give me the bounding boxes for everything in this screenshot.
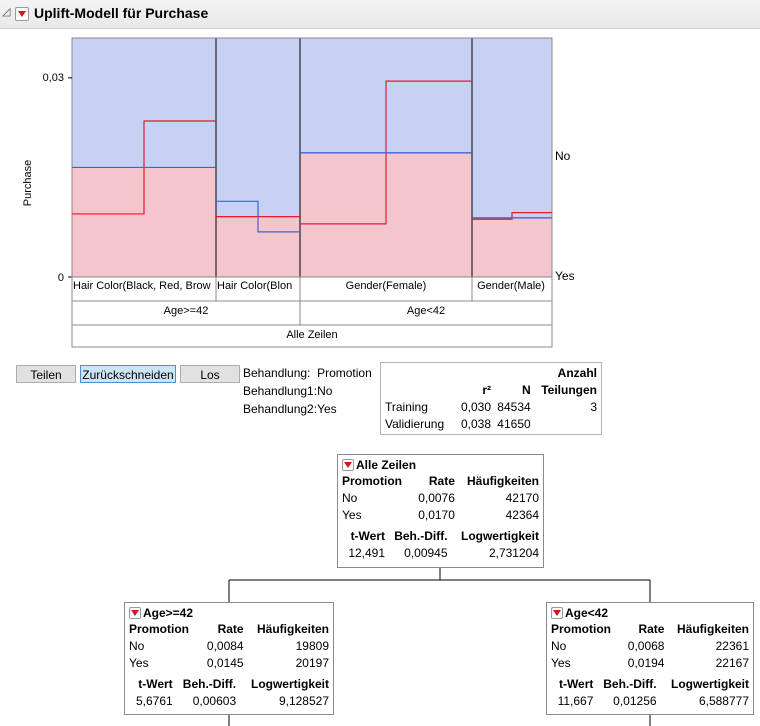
table-row: Training 0,030 84534 3 — [385, 400, 597, 414]
leaf-label: Hair Color(Black, Red, Brow — [73, 280, 211, 292]
report-menu-icon[interactable] — [15, 7, 29, 24]
node-stat-table: t-Wert Beh.-Diff. Logwertigkeit 11,667 0,01… — [551, 676, 749, 710]
table-row: No 0,0084 19809 — [129, 639, 329, 653]
bar-segment-no — [216, 38, 300, 217]
node-title: Age<42 — [565, 606, 609, 620]
y-tick-label: 0 — [58, 272, 64, 284]
tree-node-age-ge-42: Age>=42 Promotion Rate Häufigkeiten No 0,00… — [124, 602, 334, 715]
treatment2-value: Yes — [317, 402, 337, 416]
go-button[interactable]: Los — [180, 365, 240, 383]
collapse-icon[interactable]: ◿ — [2, 6, 11, 18]
treatment2-label: Behandlung2: — [243, 402, 318, 416]
table-row: No 0,0068 22361 — [551, 639, 749, 653]
node-stat-table: t-Wert Beh.-Diff. Logwertigkeit 5,6761 0,00… — [129, 676, 329, 710]
table-row: Yes 0,0170 42364 — [342, 508, 539, 522]
legend-label-yes: Yes — [555, 269, 575, 283]
split-button[interactable]: Teilen — [16, 365, 76, 383]
node-menu-icon[interactable] — [342, 459, 354, 471]
node-stat-table: t-Wert Beh.-Diff. Logwertigkeit 12,491 0,00… — [342, 528, 539, 562]
leaf-label: Gender(Female) — [346, 280, 427, 292]
col-header-teilungen: Teilungen — [541, 383, 597, 397]
legend-label-no: No — [555, 149, 571, 163]
table-row: 5,6761 0,00603 9,128527 — [135, 694, 329, 708]
node-header: Alle Zeilen — [342, 457, 539, 473]
col-header-r2: r² — [482, 383, 491, 397]
tree-node-root: Alle Zeilen Promotion Rate Häufigkeiten No… — [337, 454, 544, 568]
treatment-value: Promotion — [317, 366, 372, 380]
col-header-anzahl: Anzahl — [557, 366, 597, 380]
table-row: Yes 0,0194 22167 — [551, 656, 749, 670]
uplift-chart: Purchase 0,03 0 No Yes Hair Color(Black,… — [22, 37, 575, 348]
treatment-series-line — [72, 152, 552, 233]
table-row: 11,667 0,01256 6,588777 — [557, 694, 749, 708]
col-header-n: N — [522, 383, 531, 397]
y-tick-label: 0,03 — [43, 72, 64, 84]
table-row: Validierung 0,038 41650 — [385, 417, 531, 431]
node-rate-table: Promotion Rate Häufigkeiten No 0,0084 19809 … — [129, 622, 329, 670]
tree-connectors-lower — [228, 715, 651, 726]
leaf-label: Hair Color(Blon — [217, 280, 292, 292]
bar-segment-no — [472, 38, 552, 218]
plot-area — [68, 37, 553, 278]
table-row: Yes 0,0145 20197 — [129, 656, 329, 670]
tree-node-age-lt-42: Age<42 Promotion Rate Häufigkeiten No 0,006… — [546, 602, 754, 715]
treatment1-label: Behandlung1: — [243, 384, 318, 398]
prune-button[interactable]: Zurückschneiden — [80, 365, 176, 383]
table-row: 12,491 0,00945 2,731204 — [348, 546, 539, 560]
report-title: Uplift-Modell für Purchase — [34, 5, 209, 21]
treatment1-value: No — [317, 384, 333, 398]
node-menu-icon[interactable] — [551, 607, 563, 619]
root-label: Alle Zeilen — [286, 329, 337, 341]
node-rate-table: Promotion Rate Häufigkeiten No 0,0076 42170 … — [342, 474, 539, 522]
leaf-label: Gender(Male) — [477, 280, 545, 292]
treatment-label: Behandlung: — [243, 366, 311, 380]
y-axis-label: Purchase — [22, 160, 34, 206]
treatment-info: Behandlung: Promotion Behandlung1:No Beh… — [243, 364, 372, 418]
report-title-bar — [0, 0, 760, 29]
node-header: Age>=42 — [129, 605, 329, 621]
fit-statistics-table: Anzahl r² N Teilungen Training 0,030 84534 3 … — [380, 362, 602, 435]
node-title: Alle Zeilen — [356, 458, 417, 472]
split-label: Age<42 — [407, 305, 445, 317]
table-row: No 0,0076 42170 — [342, 491, 539, 505]
node-menu-icon[interactable] — [129, 607, 141, 619]
bar-segment-yes — [472, 217, 552, 277]
node-title: Age>=42 — [143, 606, 194, 620]
split-label: Age>=42 — [164, 305, 209, 317]
node-rate-table: Promotion Rate Häufigkeiten No 0,0068 22361 … — [551, 622, 749, 670]
node-header: Age<42 — [551, 605, 749, 621]
tree-connectors — [228, 568, 651, 602]
